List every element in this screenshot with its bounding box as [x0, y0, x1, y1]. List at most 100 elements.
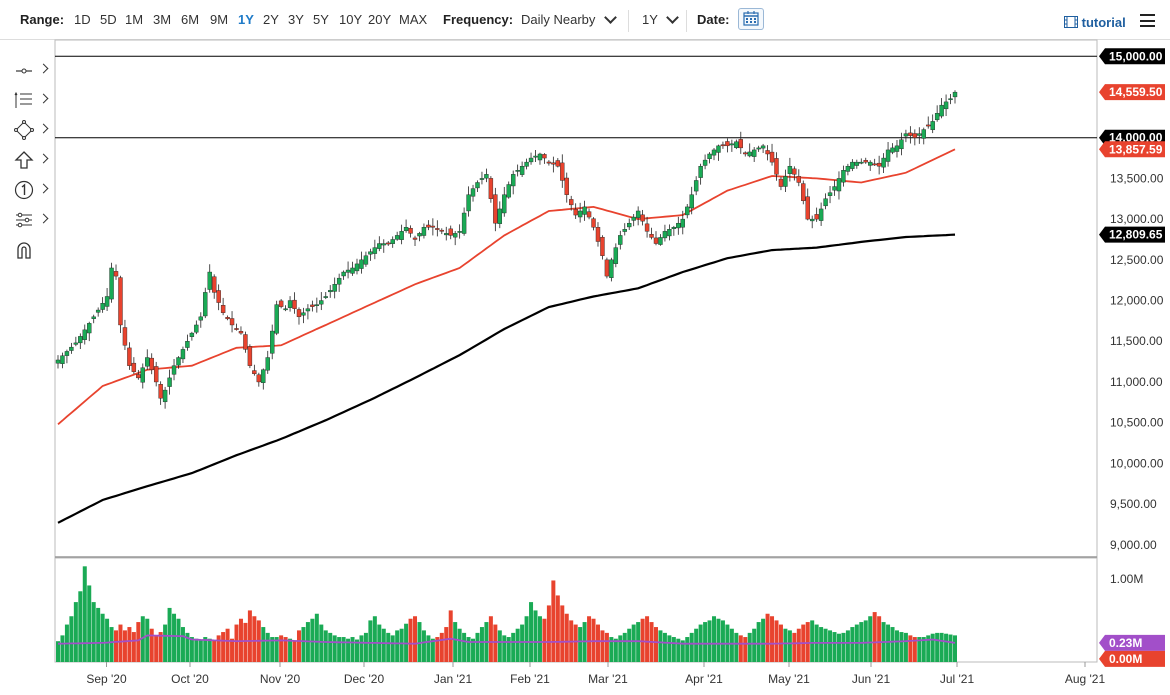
- y-tick-label: 12,000.00: [1110, 294, 1164, 308]
- candle-body: [783, 176, 788, 187]
- period-select[interactable]: 1Y: [642, 12, 658, 27]
- candle-body: [952, 91, 958, 98]
- compare-tool[interactable]: [8, 208, 50, 232]
- candle-body: [345, 269, 351, 273]
- volume-bar: [863, 620, 868, 662]
- range-button-3y[interactable]: 3Y: [288, 12, 304, 27]
- chart-frame: [54, 39, 1098, 663]
- volume-bar: [631, 624, 636, 662]
- volume-bar: [488, 616, 493, 662]
- shapes-tool[interactable]: [8, 118, 50, 142]
- candle-body: [256, 374, 262, 383]
- volume-bar: [230, 638, 235, 662]
- candle-body: [189, 332, 195, 337]
- volume-bar: [479, 627, 484, 662]
- candle-body: [720, 144, 726, 147]
- candlestick-series: [55, 90, 958, 409]
- volume-bar: [524, 616, 529, 662]
- volume-bar: [894, 630, 899, 662]
- volume-bar: [845, 630, 850, 662]
- tutorial-link[interactable]: tutorial: [1064, 15, 1126, 30]
- candle-body: [109, 267, 114, 300]
- volume-bar: [738, 635, 743, 662]
- range-button-max[interactable]: MAX: [399, 12, 428, 27]
- volume-bar: [761, 618, 766, 662]
- candle-body: [185, 341, 190, 348]
- candle-body: [769, 151, 775, 163]
- volume-bar: [457, 628, 462, 662]
- volume-bar: [707, 620, 712, 662]
- range-button-5d[interactable]: 5D: [100, 12, 117, 27]
- range-button-3m[interactable]: 3M: [153, 12, 172, 27]
- menu-icon[interactable]: [1140, 14, 1155, 27]
- candle-body: [609, 259, 614, 278]
- volume-bar: [274, 637, 279, 662]
- candle-body: [930, 121, 935, 131]
- candle-body: [635, 210, 641, 218]
- candle-body: [859, 161, 864, 164]
- volume-bar: [752, 628, 757, 662]
- volume-bar: [372, 616, 377, 662]
- number-tool[interactable]: [8, 178, 50, 202]
- volume-bar: [765, 613, 770, 662]
- hline-tag-15000-text: 15,000.00: [1109, 49, 1163, 63]
- candle-body: [301, 312, 306, 316]
- candle-body: [738, 139, 743, 149]
- range-button-10y[interactable]: 10Y: [339, 12, 363, 27]
- volume-bar: [935, 632, 940, 662]
- volume-bar: [819, 627, 824, 662]
- magnet-tool[interactable]: [8, 238, 50, 262]
- candle-body: [211, 276, 217, 293]
- range-button-1d[interactable]: 1D: [74, 12, 91, 27]
- candle-body: [832, 186, 837, 191]
- candle-body: [908, 132, 913, 136]
- calendar-icon[interactable]: [738, 8, 764, 30]
- volume-bar: [444, 627, 449, 662]
- indicators-tool[interactable]: [8, 88, 50, 112]
- candle-body: [372, 247, 378, 254]
- volume-bar: [180, 627, 185, 662]
- range-button-1y[interactable]: 1Y: [238, 12, 254, 27]
- candle-body: [336, 277, 342, 285]
- y-tick-label: 12,500.00: [1110, 253, 1164, 267]
- volume-bar: [953, 635, 957, 662]
- volume-bar: [667, 635, 672, 662]
- volume-bar: [658, 630, 663, 662]
- arrow-tool[interactable]: [8, 148, 50, 172]
- candle-body: [448, 228, 453, 236]
- candle-body: [319, 300, 324, 305]
- volume-bar: [466, 637, 471, 662]
- x-tick-label: Jul '21: [940, 672, 975, 686]
- frequency-select[interactable]: Daily Nearby: [521, 12, 596, 27]
- range-button-5y[interactable]: 5Y: [313, 12, 329, 27]
- candle-body: [171, 365, 177, 375]
- range-button-2y[interactable]: 2Y: [263, 12, 279, 27]
- volume-tick-label: 1.00M: [1110, 572, 1143, 586]
- volume-bar: [903, 632, 908, 662]
- candle-body: [292, 299, 297, 309]
- range-button-1m[interactable]: 1M: [125, 12, 144, 27]
- candle-body: [510, 174, 516, 187]
- range-button-6m[interactable]: 6M: [181, 12, 200, 27]
- volume-bar: [872, 612, 877, 662]
- volume-bar: [417, 622, 422, 662]
- range-button-9m[interactable]: 9M: [210, 12, 229, 27]
- range-button-20y[interactable]: 20Y: [368, 12, 392, 27]
- crosshair-tool[interactable]: [8, 58, 50, 82]
- volume-bar: [671, 637, 676, 662]
- magnet-icon: [17, 242, 31, 259]
- candle-body: [689, 194, 694, 209]
- volume-bar: [350, 637, 355, 662]
- volume-bar: [265, 632, 270, 662]
- volume-bar: [515, 628, 520, 662]
- candle-body: [368, 251, 373, 255]
- film-icon: [1064, 16, 1078, 28]
- candle-body: [778, 178, 784, 187]
- candle-body: [104, 296, 110, 307]
- compare-icon: [16, 212, 32, 228]
- candle-body: [153, 366, 159, 383]
- candle-body: [604, 259, 610, 277]
- volume-bar: [805, 622, 810, 662]
